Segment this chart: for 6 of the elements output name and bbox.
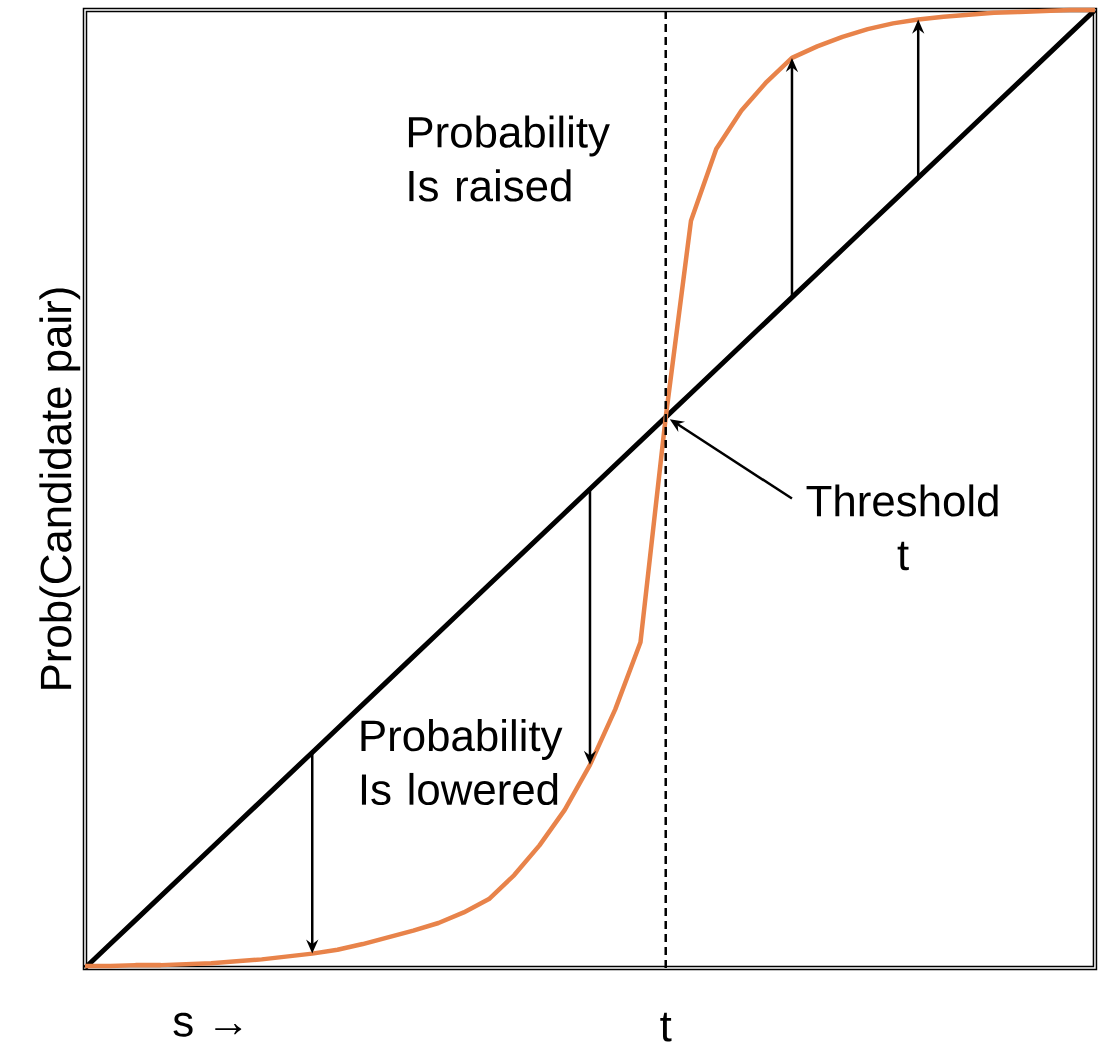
annotation: Probability Is raised [408, 115, 610, 202]
annotation: Threshold t [806, 484, 998, 571]
x-tick-label: s → [173, 1012, 242, 1037]
y-axis-title: Prob(Candidate pair) [39, 288, 81, 689]
x-tick-label: t [660, 1012, 672, 1042]
annotation: Probability Is lowered [361, 719, 563, 806]
